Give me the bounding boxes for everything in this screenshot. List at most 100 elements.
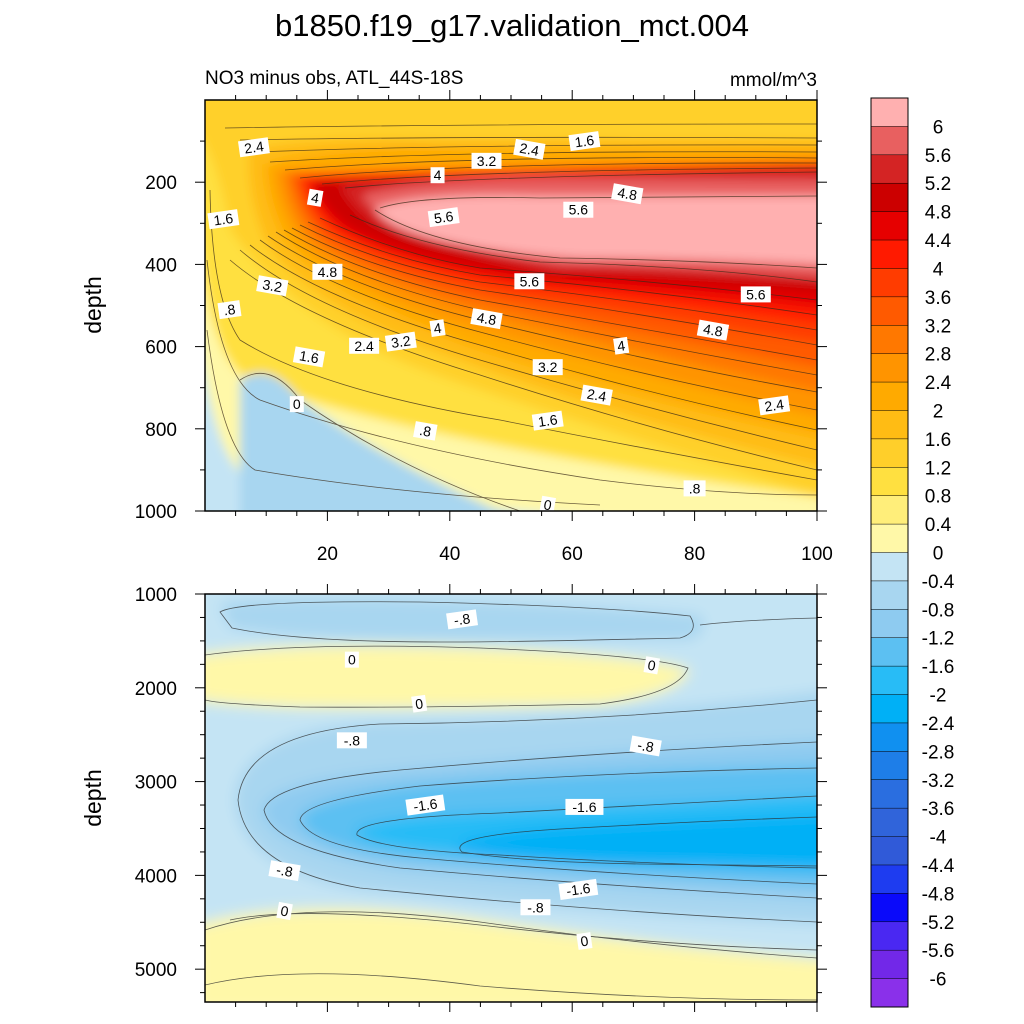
contour-label-bg <box>411 694 428 713</box>
contour-label-bg <box>312 263 343 280</box>
contour-label-bg <box>344 651 359 668</box>
contour-label-text: -.8 <box>275 861 294 880</box>
contour-label-bg <box>207 209 240 230</box>
colorbar-label: -0.8 <box>922 600 955 621</box>
colorbar-swatch <box>871 779 908 809</box>
colorbar-label: 0 <box>933 544 944 565</box>
contour-label-text: 5.6 <box>746 286 766 302</box>
contour-label: 3.2 <box>532 359 563 376</box>
contour-label-bg <box>217 300 242 320</box>
contour-label-bg <box>430 167 445 184</box>
colorbar-label: -5.6 <box>922 941 955 962</box>
contour-label-text: 0 <box>542 496 553 513</box>
contour-label-bg <box>306 188 324 207</box>
contour-label: .8 <box>413 421 438 441</box>
colorbar-swatch <box>871 240 908 269</box>
contour-label: -.8 <box>520 899 551 916</box>
contour-label: 5.6 <box>514 273 545 290</box>
y-tick-label: 200 <box>145 173 177 194</box>
colorbar-swatch <box>871 751 908 781</box>
contour-label-text: -1.6 <box>412 795 438 814</box>
contour-label: -.8 <box>268 860 301 882</box>
contour-label-text: 0 <box>279 902 290 919</box>
colorbar-label: -3.2 <box>922 771 955 792</box>
colorbar-label: -1.6 <box>922 657 955 678</box>
colorbar-label: -2.8 <box>922 742 955 763</box>
contour-label-text: 0 <box>293 396 301 412</box>
colorbar-swatch <box>871 154 908 184</box>
contour-label: 2.4 <box>758 395 791 416</box>
contour-label: 5.6 <box>427 207 460 228</box>
colorbar-swatch <box>871 950 908 979</box>
colorbar-swatch <box>871 382 908 411</box>
contour-label-bg <box>683 480 706 497</box>
contour-label-bg <box>629 735 662 757</box>
contour-label-text: 5.6 <box>433 208 455 227</box>
colorbar-label: 6 <box>933 117 944 138</box>
colorbar-label: -5.2 <box>922 913 955 934</box>
colorbar-label: 0.8 <box>925 487 951 508</box>
contour-label-text: 4.8 <box>702 321 724 340</box>
contour-label: 3.2 <box>384 331 417 352</box>
y-tick-label: 5000 <box>135 960 177 981</box>
contour-label-bg <box>470 308 503 330</box>
colorbar-label: -2.4 <box>922 714 955 735</box>
contour-label: -1.6 <box>405 794 446 816</box>
colorbar-label: -2 <box>930 686 947 707</box>
colorbar-label: -1.2 <box>922 629 955 650</box>
colorbar-swatch <box>871 438 908 468</box>
contour-label-bg <box>427 207 460 228</box>
colorbar-swatch <box>871 296 908 326</box>
contour-label-text: 2.4 <box>518 140 540 159</box>
lower-tick-labels: 1000 2000 3000 4000 5000 <box>135 585 177 981</box>
contour-label: 3.2 <box>256 275 289 297</box>
contour-label: 4.8 <box>696 319 730 341</box>
colorbar-swatch <box>871 410 908 440</box>
contour-label-bg <box>514 273 545 290</box>
colorbar-label: 4 <box>933 259 944 280</box>
contour-label-bg <box>563 201 594 218</box>
contour-label-text: 4 <box>616 337 626 354</box>
contour-label-bg <box>643 656 661 675</box>
chart-title: b1850.f19_g17.validation_mct.004 <box>275 8 749 43</box>
contour-label-bg <box>256 275 289 297</box>
contour-label-text: 0 <box>348 652 356 668</box>
lower-panel: -.8 0 0 0 -.8 -.8 -1.6 -1.6 -.8 -1.6 -.8 0 0 1000 200… <box>80 584 827 1012</box>
contour-label: .8 <box>683 480 706 497</box>
contour-label-bg <box>384 331 417 352</box>
contour-label-text: 3.2 <box>390 332 412 351</box>
colorbar-swatch <box>871 325 908 354</box>
contour-label: 5.6 <box>740 286 771 303</box>
contour-label: -1.6 <box>558 878 599 901</box>
colorbar-swatch <box>871 694 908 724</box>
contour-label-text: 5.6 <box>520 273 540 289</box>
contour-label-bg <box>580 384 613 406</box>
contour-label: 0 <box>539 495 557 513</box>
contour-label: -.8 <box>629 735 662 757</box>
contour-label-text: 4.8 <box>476 309 498 328</box>
colorbar-swatch <box>871 126 908 156</box>
contour-label-bg <box>336 732 367 749</box>
contour-label-text: 2.4 <box>763 396 785 415</box>
contour-label: 2.4 <box>237 137 270 158</box>
colorbar-swatch <box>871 836 908 866</box>
contour-label-bg <box>613 336 630 355</box>
contour-label-bg <box>565 798 604 815</box>
lower-contour-labels: -.8 0 0 0 -.8 -.8 -1.6 -1.6 -.8 -1.6 -.8 0 0 <box>268 609 662 950</box>
colorbar-swatch <box>871 864 908 894</box>
colorbar-label: 2.8 <box>925 345 951 366</box>
colorbar-label: 4.8 <box>925 203 951 224</box>
contour-label: 2.4 <box>580 384 613 406</box>
y-tick-label: 3000 <box>135 773 177 794</box>
y-tick-label: 4000 <box>135 866 177 887</box>
contour-label-text: 1.6 <box>537 411 559 430</box>
lower-ylabel: depth <box>80 769 106 827</box>
colorbar-swatch <box>871 98 908 127</box>
colorbar-swatch <box>871 211 908 241</box>
contour-label: 4 <box>429 319 446 338</box>
colorbar-label: 3.2 <box>925 316 951 337</box>
colorbar-label: -4.4 <box>922 856 955 877</box>
contour-label-text: 3.2 <box>477 153 497 169</box>
